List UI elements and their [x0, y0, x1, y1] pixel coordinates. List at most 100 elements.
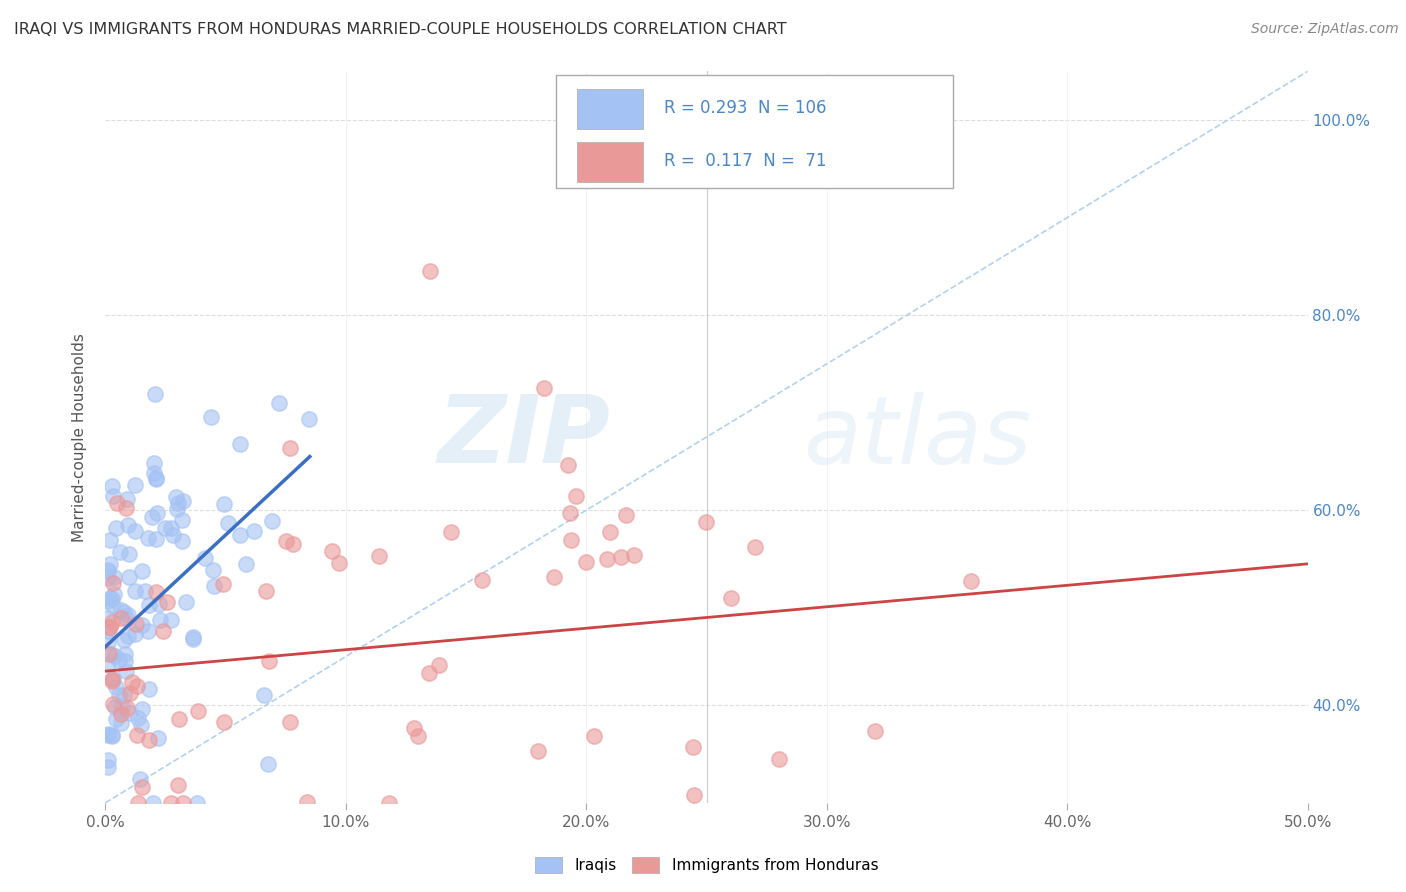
Point [160, 613, 183, 627]
Point [863, 723, 886, 738]
Point [108, 689, 131, 703]
Point [97, 647, 120, 661]
Point [214, 498, 236, 512]
Point [104, 681, 127, 695]
Point [260, 514, 283, 528]
Point [295, 795, 318, 809]
Point [174, 595, 197, 609]
Point [682, 740, 704, 755]
Point [202, 578, 225, 592]
Point [142, 796, 165, 810]
Text: ZIP: ZIP [437, 391, 610, 483]
Point [127, 679, 149, 693]
Point [162, 528, 184, 542]
Point [134, 584, 156, 599]
Point [146, 506, 169, 520]
Point [254, 583, 277, 598]
Point [253, 688, 276, 702]
Point [744, 540, 766, 554]
Point [101, 591, 124, 606]
Point [599, 524, 621, 539]
Point [127, 710, 149, 724]
Point [166, 502, 188, 516]
Point [152, 624, 174, 638]
Point [145, 472, 167, 486]
Point [98, 591, 121, 606]
Point [145, 532, 167, 546]
Bar [576, 88, 643, 128]
Point [170, 513, 193, 527]
Point [419, 264, 441, 278]
Point [960, 574, 983, 588]
Point [129, 717, 152, 731]
Point [107, 496, 129, 510]
Text: R = 0.293  N = 106: R = 0.293 N = 106 [665, 99, 827, 117]
Point [97, 564, 120, 578]
Point [166, 496, 188, 510]
Point [110, 603, 132, 617]
Point [124, 627, 146, 641]
Point [98, 620, 121, 634]
Point [121, 675, 143, 690]
Point [582, 730, 605, 744]
Point [101, 729, 124, 743]
Point [623, 549, 645, 563]
Point [97, 571, 120, 585]
Point [155, 521, 177, 535]
Point [117, 607, 139, 622]
Point [143, 387, 166, 401]
Point [418, 665, 440, 680]
Point [614, 508, 637, 522]
Point [100, 647, 122, 661]
Point [112, 688, 135, 702]
Point [131, 780, 153, 794]
Point [404, 721, 426, 735]
Point [160, 521, 183, 535]
Point [97, 760, 120, 774]
Point [118, 706, 141, 721]
Point [186, 796, 208, 810]
Point [115, 612, 138, 626]
Point [543, 570, 565, 584]
Point [259, 654, 281, 668]
Point [200, 409, 222, 424]
Point [138, 598, 160, 612]
Point [470, 574, 492, 588]
Point [278, 441, 301, 455]
Point [117, 629, 139, 643]
Point [194, 550, 217, 565]
Point [560, 533, 582, 547]
Point [114, 654, 136, 668]
Point [97, 753, 120, 767]
Point [103, 569, 125, 583]
Point [257, 756, 280, 771]
Point [101, 674, 124, 689]
Legend: Iraqis, Immigrants from Honduras: Iraqis, Immigrants from Honduras [529, 851, 884, 880]
Point [427, 657, 450, 672]
Point [243, 524, 266, 538]
Point [104, 649, 127, 664]
Point [406, 730, 429, 744]
Point [557, 458, 579, 473]
Point [115, 491, 138, 506]
Point [267, 395, 290, 409]
Point [127, 796, 149, 810]
Point [145, 471, 167, 485]
Point [212, 714, 235, 729]
Point [143, 456, 166, 470]
Point [131, 565, 153, 579]
Point [160, 796, 183, 810]
Point [138, 733, 160, 747]
Y-axis label: Married-couple Households: Married-couple Households [72, 333, 87, 541]
Point [321, 544, 343, 558]
Point [533, 381, 555, 395]
Point [211, 576, 233, 591]
Point [142, 466, 165, 480]
Point [114, 647, 136, 661]
Point [101, 479, 124, 493]
Point [101, 672, 124, 686]
Point [118, 547, 141, 561]
Point [131, 702, 153, 716]
Point [97, 619, 120, 633]
Point [377, 796, 399, 810]
